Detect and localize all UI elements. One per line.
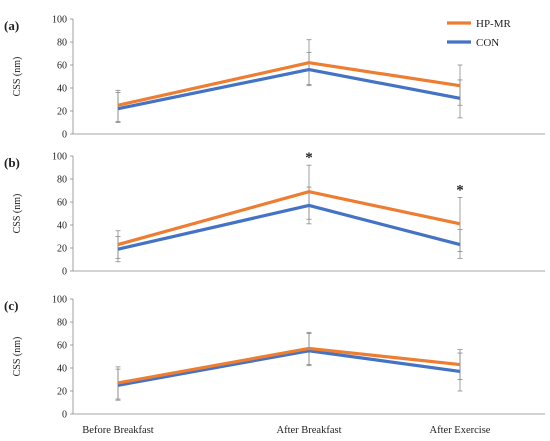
legend-label-con: CON (476, 37, 499, 49)
panel-label: (b) (4, 155, 20, 170)
significance-marker: * (456, 182, 464, 198)
series-line-con (117, 349, 461, 387)
y-tick-label: 80 (57, 318, 67, 329)
y-tick-label: 0 (62, 130, 67, 141)
y-tick-label: 80 (57, 38, 67, 49)
y-tick-label: 40 (57, 364, 67, 375)
panel-label: (c) (4, 298, 18, 313)
x-tick-label: After Breakfast (276, 425, 341, 436)
y-tick-label: 100 (52, 15, 67, 26)
x-tick-label: Before Breakfast (82, 425, 154, 436)
x-tick-label: After Exercise (430, 425, 491, 436)
y-axis-label: CSS (nm) (12, 57, 23, 97)
series-line-con (117, 67, 461, 111)
y-tick-label: 0 (62, 267, 67, 278)
y-tick-label: 60 (57, 341, 67, 352)
y-axis-label: CSS (nm) (12, 194, 23, 234)
y-tick-label: 40 (57, 221, 67, 232)
y-tick-label: 20 (57, 107, 67, 118)
y-tick-label: 100 (52, 152, 67, 163)
y-tick-label: 60 (57, 198, 67, 209)
y-tick-label: 20 (57, 387, 67, 398)
y-tick-label: 0 (62, 410, 67, 421)
panel-label: (a) (4, 18, 19, 33)
legend-label-hp-mr: HP-MR (476, 18, 512, 30)
y-tick-label: 60 (57, 61, 67, 72)
y-tick-label: 100 (52, 295, 67, 306)
y-tick-label: 40 (57, 84, 67, 95)
y-tick-label: 80 (57, 175, 67, 186)
y-axis-label: CSS (nm) (12, 337, 23, 377)
y-tick-label: 20 (57, 244, 67, 255)
significance-marker: * (305, 150, 313, 166)
